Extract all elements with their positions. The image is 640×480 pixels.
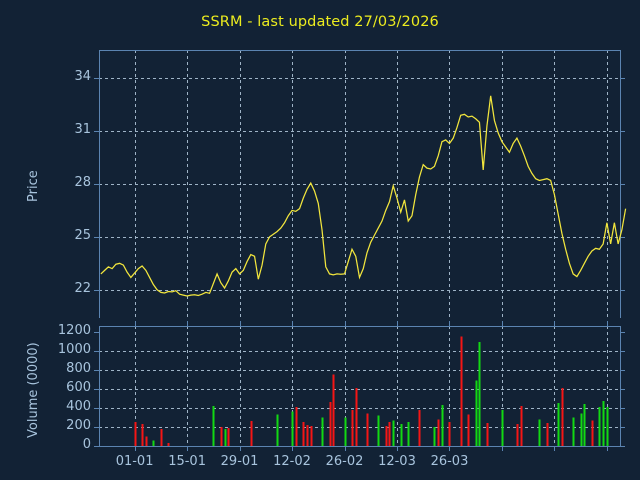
date-tick-label: 29-01	[220, 454, 259, 469]
volume-tick-label: 1000	[57, 341, 91, 357]
price-tick-label: 28	[74, 175, 91, 190]
volume-tick-label: 200	[66, 417, 91, 433]
volume-tick-label: 400	[66, 398, 91, 414]
date-tick-label: 12-03	[378, 454, 416, 469]
date-tick-label: 26-02	[325, 454, 364, 469]
price-tick-label: 34	[74, 69, 91, 85]
price-line	[100, 95, 627, 297]
date-tick-label: 12-02	[273, 454, 311, 469]
price-tick-label: 22	[74, 280, 91, 296]
volume-tick-label: 0	[82, 437, 91, 452]
date-tick-label: 01-01	[115, 454, 154, 469]
volume-tick-label: 800	[66, 360, 91, 376]
date-tick-label: 26-03	[430, 454, 469, 469]
price-tick-label: 25	[74, 227, 91, 243]
chart-title: SSRM - last updated 27/03/2026	[201, 14, 439, 30]
date-tick-label: 15-01	[168, 454, 206, 469]
volume-tick-label: 600	[66, 379, 91, 395]
volume-tick-label: 1200	[57, 322, 91, 338]
price-tick-label: 31	[74, 122, 91, 138]
